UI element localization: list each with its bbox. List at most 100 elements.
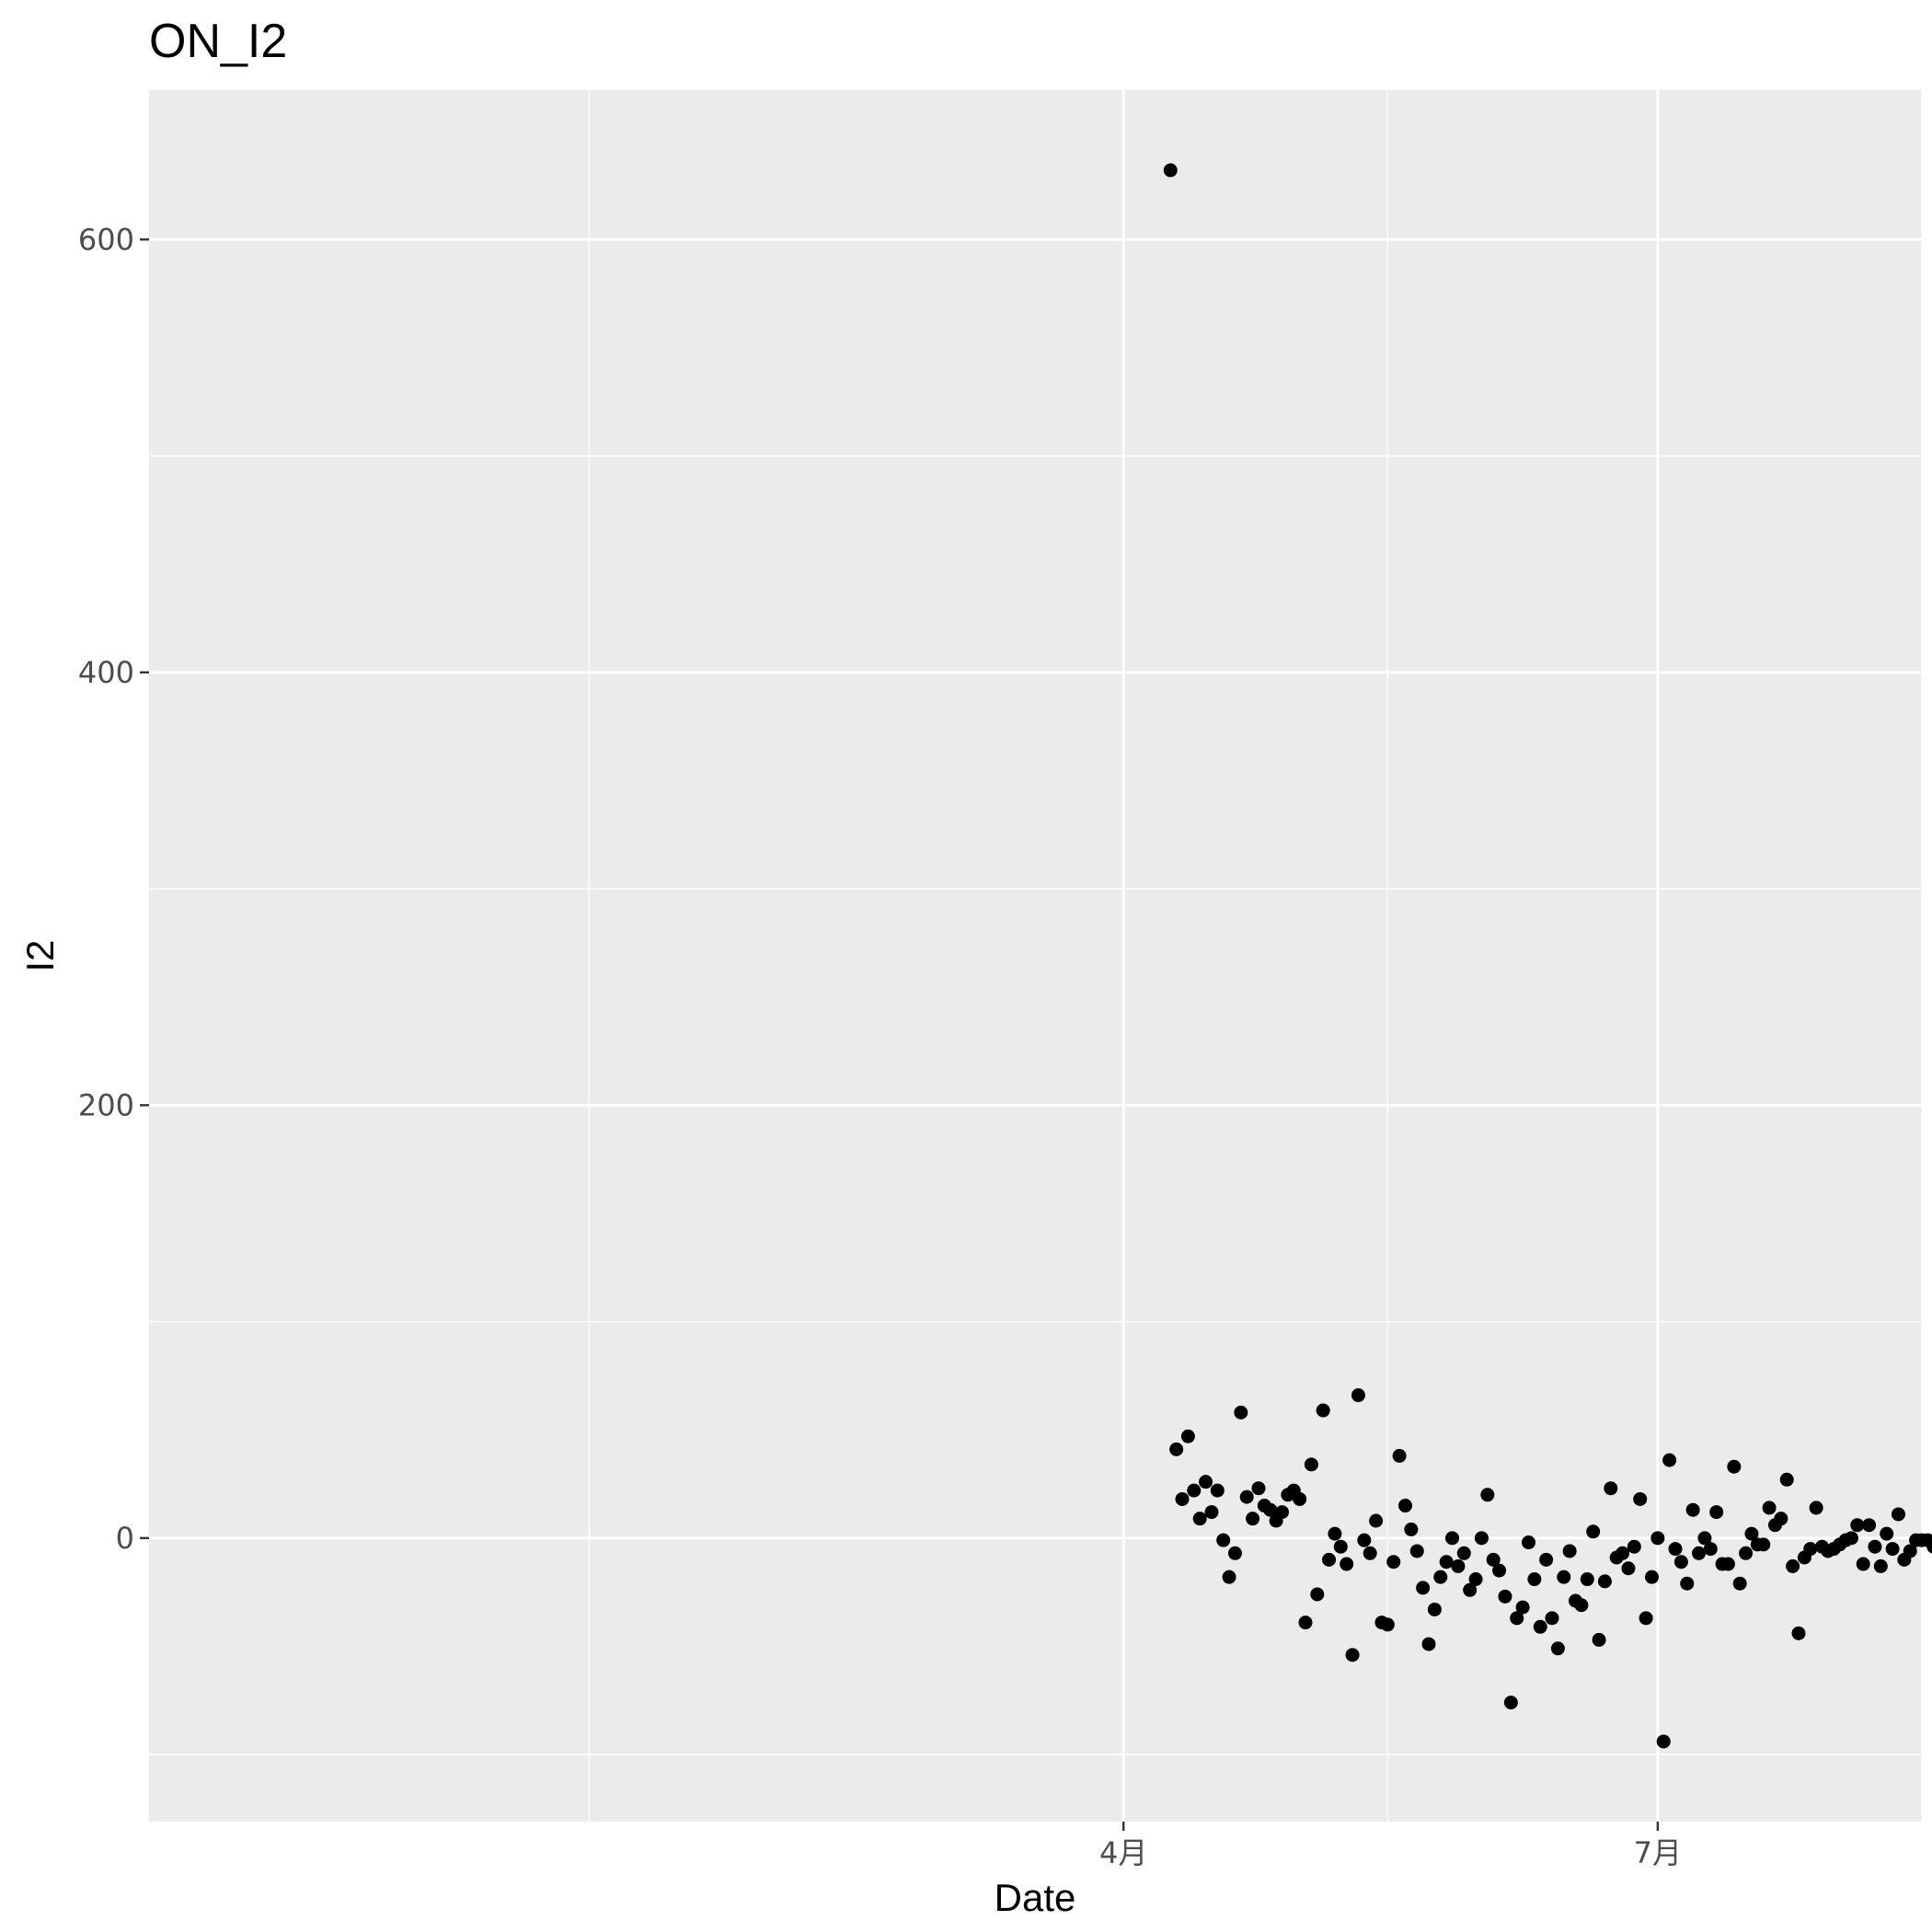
data-point	[1885, 1542, 1900, 1557]
chart-title: ON_I2	[149, 15, 287, 68]
data-point	[1580, 1572, 1594, 1587]
data-point	[1574, 1598, 1589, 1613]
y-tick-label: 600	[78, 222, 134, 257]
data-point	[1891, 1507, 1905, 1522]
data-point	[1756, 1537, 1771, 1552]
data-point	[1604, 1481, 1618, 1496]
data-point	[1720, 1557, 1735, 1571]
data-point	[1234, 1405, 1248, 1420]
data-point	[1192, 1512, 1207, 1526]
y-tick-label: 200	[78, 1087, 134, 1122]
data-point	[1673, 1555, 1688, 1570]
y-tick-label: 400	[78, 655, 134, 690]
data-point	[1644, 1570, 1659, 1584]
data-point	[1263, 1502, 1278, 1517]
data-point	[1697, 1531, 1712, 1546]
data-point	[1639, 1611, 1653, 1626]
data-point	[1903, 1544, 1917, 1558]
data-point	[1187, 1483, 1202, 1498]
data-point	[1873, 1558, 1888, 1573]
data-point	[1456, 1546, 1471, 1560]
data-point	[1404, 1522, 1419, 1536]
data-point	[1668, 1542, 1683, 1557]
data-point	[1397, 1499, 1412, 1513]
data-point	[1439, 1555, 1454, 1570]
data-point	[1163, 163, 1178, 178]
data-point	[1779, 1472, 1794, 1487]
data-point	[1445, 1531, 1460, 1546]
data-point	[1463, 1582, 1478, 1597]
data-point	[1597, 1574, 1612, 1589]
data-point	[1650, 1531, 1665, 1546]
data-point	[1333, 1539, 1348, 1554]
data-point	[1692, 1546, 1707, 1560]
data-point	[1856, 1557, 1870, 1571]
data-point	[1251, 1481, 1266, 1496]
data-point	[1592, 1632, 1606, 1647]
data-point	[1562, 1544, 1577, 1558]
data-point	[1739, 1546, 1754, 1560]
x-axis-title: Date	[995, 1876, 1076, 1919]
data-point	[1216, 1533, 1231, 1547]
data-point	[1351, 1388, 1365, 1403]
data-point	[1762, 1501, 1777, 1515]
data-point	[1363, 1546, 1377, 1560]
data-point	[1862, 1518, 1877, 1533]
data-point	[1498, 1589, 1512, 1604]
data-point	[1656, 1734, 1671, 1749]
data-point	[1533, 1619, 1547, 1634]
data-point	[1369, 1513, 1384, 1528]
data-point	[1880, 1526, 1894, 1541]
data-point	[1486, 1552, 1501, 1567]
data-point	[1433, 1570, 1448, 1584]
data-point	[1621, 1561, 1636, 1576]
data-point	[1392, 1448, 1407, 1463]
data-point	[1521, 1535, 1535, 1550]
data-point	[1169, 1442, 1184, 1456]
data-points	[1163, 163, 1932, 1749]
data-point	[1480, 1488, 1495, 1502]
data-point	[1662, 1453, 1677, 1467]
y-tick-label: 0	[116, 1521, 134, 1556]
data-point	[1293, 1491, 1307, 1506]
data-point	[1680, 1576, 1695, 1591]
data-point	[1709, 1505, 1724, 1520]
data-point	[1492, 1563, 1507, 1578]
data-point	[1926, 1539, 1932, 1554]
data-point	[1809, 1501, 1823, 1515]
data-point	[1557, 1570, 1571, 1584]
data-point	[1545, 1611, 1559, 1626]
data-point	[1409, 1544, 1424, 1558]
x-tick-label: 4月	[1099, 1835, 1147, 1870]
data-point	[1204, 1505, 1219, 1520]
data-point	[1616, 1546, 1630, 1560]
data-point	[1586, 1524, 1601, 1539]
data-point	[1239, 1489, 1254, 1504]
data-point	[1340, 1557, 1354, 1571]
data-point	[1310, 1587, 1325, 1602]
data-point	[1786, 1558, 1800, 1573]
data-point	[1386, 1555, 1401, 1570]
data-point	[1727, 1459, 1742, 1474]
data-point	[1791, 1626, 1806, 1640]
data-point	[1316, 1403, 1330, 1418]
data-point	[1527, 1572, 1542, 1587]
plot-panel	[149, 90, 1922, 1822]
data-point	[1868, 1539, 1882, 1554]
data-point	[1246, 1512, 1260, 1526]
x-tick-label: 7月	[1634, 1835, 1682, 1870]
data-point	[1503, 1696, 1518, 1710]
data-point	[1510, 1611, 1524, 1626]
data-point	[1451, 1558, 1466, 1573]
data-point	[1627, 1539, 1641, 1554]
data-point	[1421, 1637, 1436, 1651]
data-point	[1210, 1483, 1225, 1498]
data-point	[1685, 1502, 1700, 1517]
minor-gridlines	[149, 90, 1923, 1822]
data-point	[1744, 1526, 1759, 1541]
data-point	[1345, 1648, 1360, 1662]
data-point	[1703, 1542, 1718, 1557]
data-point	[1474, 1531, 1489, 1546]
data-point	[1850, 1518, 1865, 1533]
